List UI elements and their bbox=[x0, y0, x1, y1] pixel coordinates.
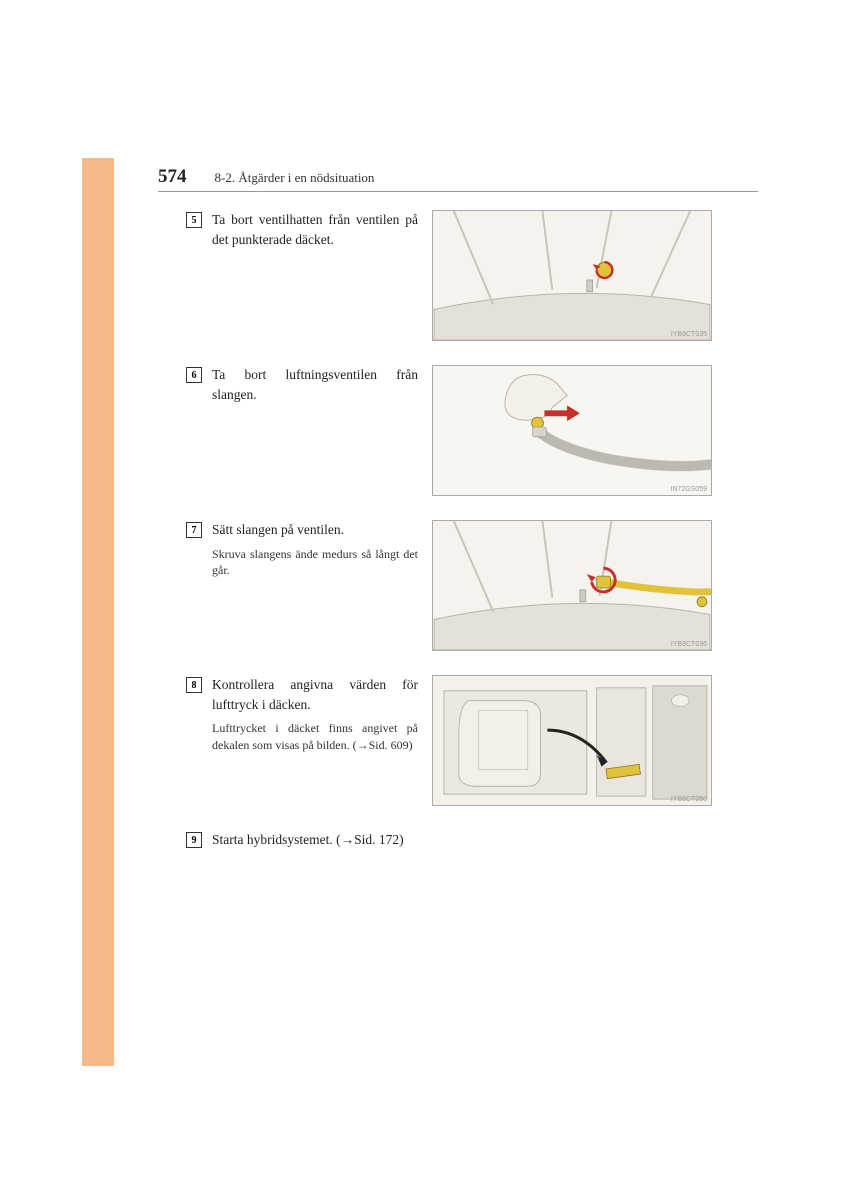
step-sub-text: Lufttrycket i däcket finns angivet på de… bbox=[212, 720, 418, 754]
step-main-text: Ta bort luftningsventilen från slangen. bbox=[212, 365, 418, 404]
step-number-box: 6 bbox=[186, 367, 202, 383]
step-main-text: Kontrollera angivna värden för lufttryck… bbox=[212, 675, 418, 714]
tire-valve-illustration bbox=[433, 211, 711, 340]
image-code: IN72GS059 bbox=[670, 486, 707, 493]
step-9: 9 Starta hybridsystemet. (→Sid. 172) bbox=[186, 830, 758, 850]
image-code: IYB8CT035 bbox=[671, 331, 707, 338]
step-illustration: IYB8CT035 bbox=[432, 210, 712, 341]
step-illustration: IYB8CT050 bbox=[432, 675, 712, 806]
step-text: Kontrollera angivna värden för lufttryck… bbox=[212, 675, 432, 806]
step-7: 7 Sätt slangen på ventilen. Skruva slang… bbox=[186, 520, 758, 651]
page-number: 574 bbox=[158, 166, 187, 188]
step-6: 6 Ta bort luftningsventilen från slangen… bbox=[186, 365, 758, 496]
page-header: 574 8-2. Åtgärder i en nödsituation bbox=[158, 166, 758, 192]
hose-valve-illustration bbox=[433, 366, 711, 495]
step-illustration: IYB8CT036 bbox=[432, 520, 712, 651]
step-main-text: Sätt slangen på ventilen. bbox=[212, 520, 418, 540]
step-text: Sätt slangen på ventilen. Skruva slangen… bbox=[212, 520, 432, 651]
page-content: 574 8-2. Åtgärder i en nödsituation 5 Ta… bbox=[158, 166, 758, 874]
step-main-text: Ta bort ventilhatten från ventilen på de… bbox=[212, 210, 418, 249]
step-8: 8 Kontrollera angivna värden för lufttry… bbox=[186, 675, 758, 806]
image-code: IYB8CT050 bbox=[671, 796, 707, 803]
step-main-text: Starta hybridsystemet. (→Sid. 172) bbox=[212, 830, 698, 850]
pressure-label-illustration bbox=[433, 676, 711, 805]
step-number-box: 7 bbox=[186, 522, 202, 538]
step-sub-text: Skruva slangens ände medurs så långt det… bbox=[212, 546, 418, 580]
step-5: 5 Ta bort ventilhatten från ventilen på … bbox=[186, 210, 758, 341]
section-title: 8-2. Åtgärder i en nödsituation bbox=[215, 170, 375, 186]
hose-attach-illustration bbox=[433, 521, 711, 650]
side-tab-bar bbox=[82, 158, 114, 1066]
step-text: Ta bort luftningsventilen från slangen. bbox=[212, 365, 432, 496]
step-illustration: IN72GS059 bbox=[432, 365, 712, 496]
step-number-box: 9 bbox=[186, 832, 202, 848]
step-number-box: 5 bbox=[186, 212, 202, 228]
image-code: IYB8CT036 bbox=[671, 641, 707, 648]
step-number-box: 8 bbox=[186, 677, 202, 693]
step-text: Starta hybridsystemet. (→Sid. 172) bbox=[212, 830, 712, 850]
step-text: Ta bort ventilhatten från ventilen på de… bbox=[212, 210, 432, 341]
